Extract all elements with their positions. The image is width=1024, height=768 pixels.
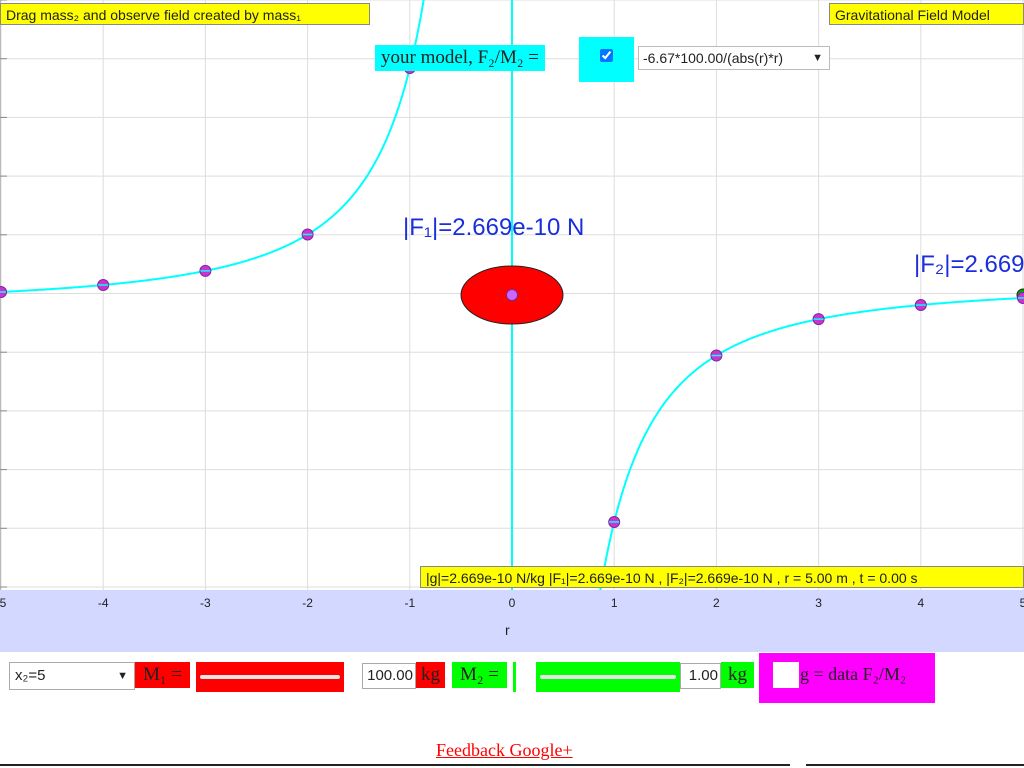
x-axis-label: r (505, 622, 510, 638)
m1-value-input[interactable]: 100.00 (362, 663, 416, 689)
m2-label: M₂ = (452, 662, 507, 688)
feedback-link[interactable]: Feedback Google+ (436, 740, 573, 761)
x-tick-label: -4 (88, 596, 118, 610)
bottom-divider (0, 764, 790, 766)
m2-unit: kg (721, 662, 754, 688)
x-tick-label: -5 (0, 596, 16, 610)
x2-select-value: x₂=5 (15, 667, 45, 684)
x-tick-label: 3 (804, 596, 834, 610)
chevron-down-icon: ▼ (812, 47, 823, 69)
m2-value-input[interactable]: 1.00 (680, 663, 721, 689)
force1-label: |F₁|=2.669e-10 N (403, 214, 584, 242)
force2-label: |F₂|=2.669e-10 N (914, 251, 1024, 279)
data-checkbox[interactable] (773, 662, 799, 688)
model-expression-select[interactable]: -6.67*100.00/(abs(r)*r) ▼ (638, 46, 830, 70)
data-label: g = data F₂/M₂ (800, 664, 906, 685)
m1-label: M₁ = (135, 662, 190, 688)
m2-slider[interactable] (536, 662, 680, 692)
field-plot[interactable] (0, 0, 1024, 590)
x-tick-label: 5 (1008, 596, 1024, 610)
model-checkbox[interactable] (600, 49, 613, 62)
instruction-title: Drag mass₂ and observe field created by … (0, 3, 370, 25)
x-tick-label: 1 (599, 596, 629, 610)
model-label: your model, F₂/M₂ = (375, 45, 545, 71)
x-tick-label: 2 (701, 596, 731, 610)
m1-slider[interactable] (196, 662, 344, 692)
x-tick-label: 4 (906, 596, 936, 610)
x2-select[interactable]: x₂=5 ▼ (9, 662, 135, 690)
x-tick-label: -2 (293, 596, 323, 610)
model-expression-text: -6.67*100.00/(abs(r)*r) (643, 50, 783, 66)
x-tick-label: -3 (190, 596, 220, 610)
m2-slider-track (540, 675, 676, 679)
m1-unit: kg (416, 662, 445, 688)
chevron-down-icon: ▼ (117, 663, 128, 689)
m1-slider-track (200, 675, 340, 679)
x-tick-label: -1 (395, 596, 425, 610)
info-bar: |g|=2.669e-10 N/kg |F₁|=2.669e-10 N , |F… (420, 566, 1024, 588)
m2-slider-thumb[interactable] (513, 662, 516, 692)
model-title: Gravitational Field Model (829, 3, 1024, 25)
bottom-divider (806, 764, 1024, 766)
x-tick-label: 0 (497, 596, 527, 610)
field-marker (507, 290, 518, 301)
